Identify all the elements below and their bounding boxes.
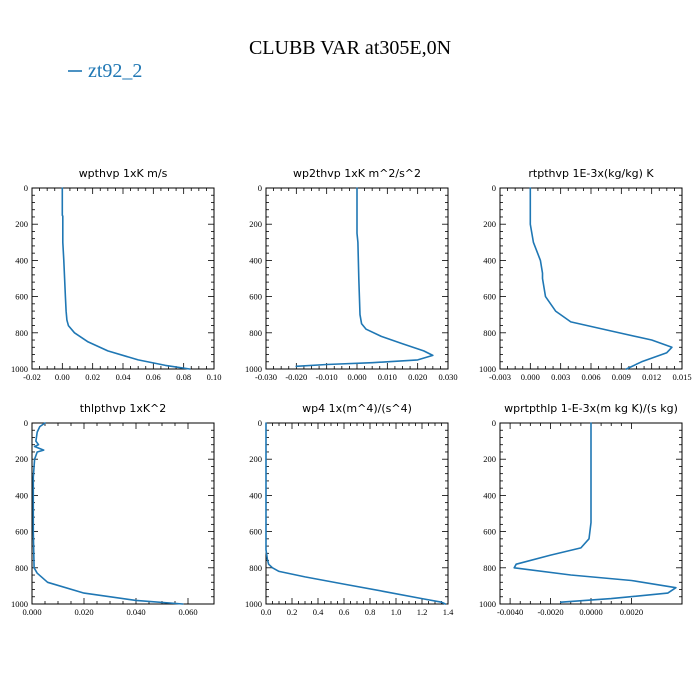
x-tick-label: 0.006	[581, 372, 600, 382]
x-tick-label: 0.015	[672, 372, 691, 382]
x-tick-label: 0.4	[313, 607, 324, 617]
x-tick-label: 0.00	[55, 372, 70, 382]
x-tick-label: 0.010	[378, 372, 397, 382]
chart-panel-1: wpthvp 1xK m/s -0.02 0.00 0.02 0.04 0.06 0.08 0…	[11, 167, 221, 382]
x-tick-label: -0.010	[316, 372, 338, 382]
x-tick-label: 0.0000	[579, 607, 602, 617]
plot-frame	[265, 422, 449, 605]
y-tick-label: 400	[483, 490, 496, 500]
chart-panel-2: wp2thvp 1xK m^2/s^2 -0.030 -0.020 -0.010 0.0…	[245, 167, 458, 382]
x-tick-label: 0.009	[612, 372, 631, 382]
y-tick-label: 400	[15, 255, 28, 265]
x-tick-label: 1.4	[443, 607, 454, 617]
panel-title: rtpthvp 1E-3x(kg/kg) K	[528, 167, 654, 180]
x-tick-label: -0.003	[489, 372, 511, 382]
series-line-zt92_2	[295, 187, 434, 368]
x-tick-label: 0.000	[22, 607, 41, 617]
panel-grid: wpthvp 1xK m/s-0.02 0.00 0.02 0.04 0.06 0.08 0…	[11, 167, 692, 617]
series-line-zt92_2	[513, 422, 677, 604]
x-tick-label: -0.0020	[537, 607, 563, 617]
series-line-zt92_2	[265, 422, 447, 605]
plot-frame	[31, 422, 215, 605]
x-tick-label: 0.040	[126, 607, 145, 617]
chart-panel-3: rtpthvp 1E-3x(kg/kg) K -0.003 0.000 0.003 0.…	[479, 167, 692, 382]
x-tick-label: 0.10	[207, 372, 222, 382]
x-tick-label: 0.020	[408, 372, 427, 382]
y-tick-label: 0	[492, 418, 496, 428]
x-tick-label: -0.030	[255, 372, 277, 382]
y-tick-label: 800	[15, 328, 28, 338]
y-tick-label: 1000	[245, 364, 262, 374]
y-tick-label: 0	[258, 418, 262, 428]
y-tick-label: 200	[249, 219, 262, 229]
x-tick-label: 0.02	[85, 372, 100, 382]
chart-panel-5: wp4 1x(m^4)/(s^4) 0.0 0.2 0.4 0.6 0.8 1.0 1.2 1.…	[245, 402, 454, 617]
x-tick-label: 0.0	[261, 607, 272, 617]
x-tick-label: 0.020	[74, 607, 93, 617]
series-line-zt92_2	[61, 187, 191, 370]
x-tick-label: 0.000	[347, 372, 366, 382]
y-tick-label: 0	[24, 183, 28, 193]
y-tick-label: 800	[249, 563, 262, 573]
panel-title: wprtpthlp 1-E-3x(m kg K)/(s kg)	[504, 402, 678, 415]
y-tick-label: 600	[249, 527, 262, 537]
x-tick-label: 0.6	[339, 607, 350, 617]
y-tick-label: 0	[492, 183, 496, 193]
panel-title: thlpthvp 1xK^2	[80, 402, 167, 415]
y-tick-label: 800	[249, 328, 262, 338]
x-tick-label: 0.060	[178, 607, 197, 617]
y-tick-label: 200	[15, 454, 28, 464]
y-tick-label: 200	[483, 219, 496, 229]
y-tick-label: 600	[483, 292, 496, 302]
x-tick-label: -0.0040	[497, 607, 523, 617]
x-tick-label: 0.0020	[620, 607, 643, 617]
y-tick-label: 1000	[479, 599, 496, 609]
x-tick-label: 0.003	[551, 372, 570, 382]
y-tick-label: 200	[249, 454, 262, 464]
y-tick-label: 400	[15, 490, 28, 500]
y-tick-label: 400	[249, 490, 262, 500]
x-tick-label: -0.020	[285, 372, 307, 382]
y-tick-label: 1000	[11, 599, 28, 609]
figure-title: CLUBB VAR at305E,0N	[249, 37, 451, 59]
y-tick-label: 600	[249, 292, 262, 302]
series-line-zt92_2	[32, 422, 184, 605]
y-tick-label: 1000	[245, 599, 262, 609]
x-tick-label: 0.2	[287, 607, 298, 617]
x-tick-label: 0.8	[365, 607, 376, 617]
y-tick-label: 0	[258, 183, 262, 193]
x-tick-label: 1.0	[391, 607, 402, 617]
legend: zt92_2	[68, 60, 142, 82]
x-tick-label: 0.06	[146, 372, 161, 382]
y-tick-label: 400	[249, 255, 262, 265]
panel-title: wp2thvp 1xK m^2/s^2	[293, 167, 421, 180]
panel-title: wpthvp 1xK m/s	[79, 167, 168, 180]
y-tick-label: 400	[483, 255, 496, 265]
series-line-zt92_2	[529, 187, 673, 370]
y-tick-label: 600	[15, 527, 28, 537]
x-tick-label: 0.000	[521, 372, 540, 382]
y-tick-label: 0	[24, 418, 28, 428]
x-tick-label: 0.030	[438, 372, 457, 382]
y-tick-label: 1000	[479, 364, 496, 374]
x-tick-label: 0.04	[116, 372, 132, 382]
y-tick-label: 1000	[11, 364, 28, 374]
y-tick-label: 600	[483, 527, 496, 537]
x-tick-label: 0.012	[642, 372, 661, 382]
chart-panel-6: wprtpthlp 1-E-3x(m kg K)/(s kg) -0.0040 -0…	[479, 402, 683, 617]
y-tick-label: 600	[15, 292, 28, 302]
plot-frame	[31, 187, 215, 370]
x-tick-label: 0.08	[176, 372, 191, 382]
legend-label: zt92_2	[88, 60, 142, 82]
x-tick-label: -0.02	[23, 372, 41, 382]
y-tick-label: 200	[15, 219, 28, 229]
x-tick-label: 1.2	[417, 607, 428, 617]
y-tick-label: 200	[483, 454, 496, 464]
panel-title: wp4 1x(m^4)/(s^4)	[302, 402, 412, 415]
y-tick-label: 800	[15, 563, 28, 573]
y-tick-label: 800	[483, 328, 496, 338]
y-tick-label: 800	[483, 563, 496, 573]
chart-panel-4: thlpthvp 1xK^2 0.000 0.020 0.040 0.060 0 200 40…	[11, 402, 215, 617]
